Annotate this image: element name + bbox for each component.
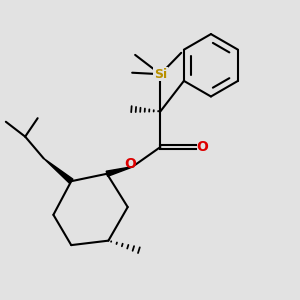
Polygon shape [44, 158, 73, 183]
Text: Si: Si [154, 68, 167, 81]
Text: O: O [197, 140, 208, 154]
Text: O: O [125, 157, 136, 171]
Polygon shape [106, 166, 134, 176]
